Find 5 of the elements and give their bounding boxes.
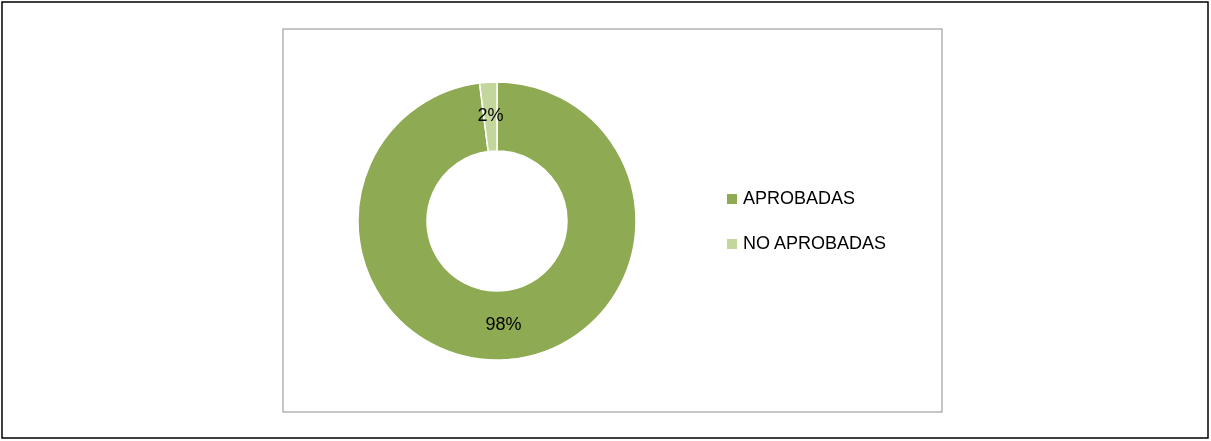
data-label: 98% <box>485 314 522 335</box>
legend-label: NO APROBADAS <box>743 232 887 253</box>
legend-label: APROBADAS <box>743 187 856 208</box>
data-label: 2% <box>477 105 504 126</box>
donut-slice <box>357 81 637 361</box>
